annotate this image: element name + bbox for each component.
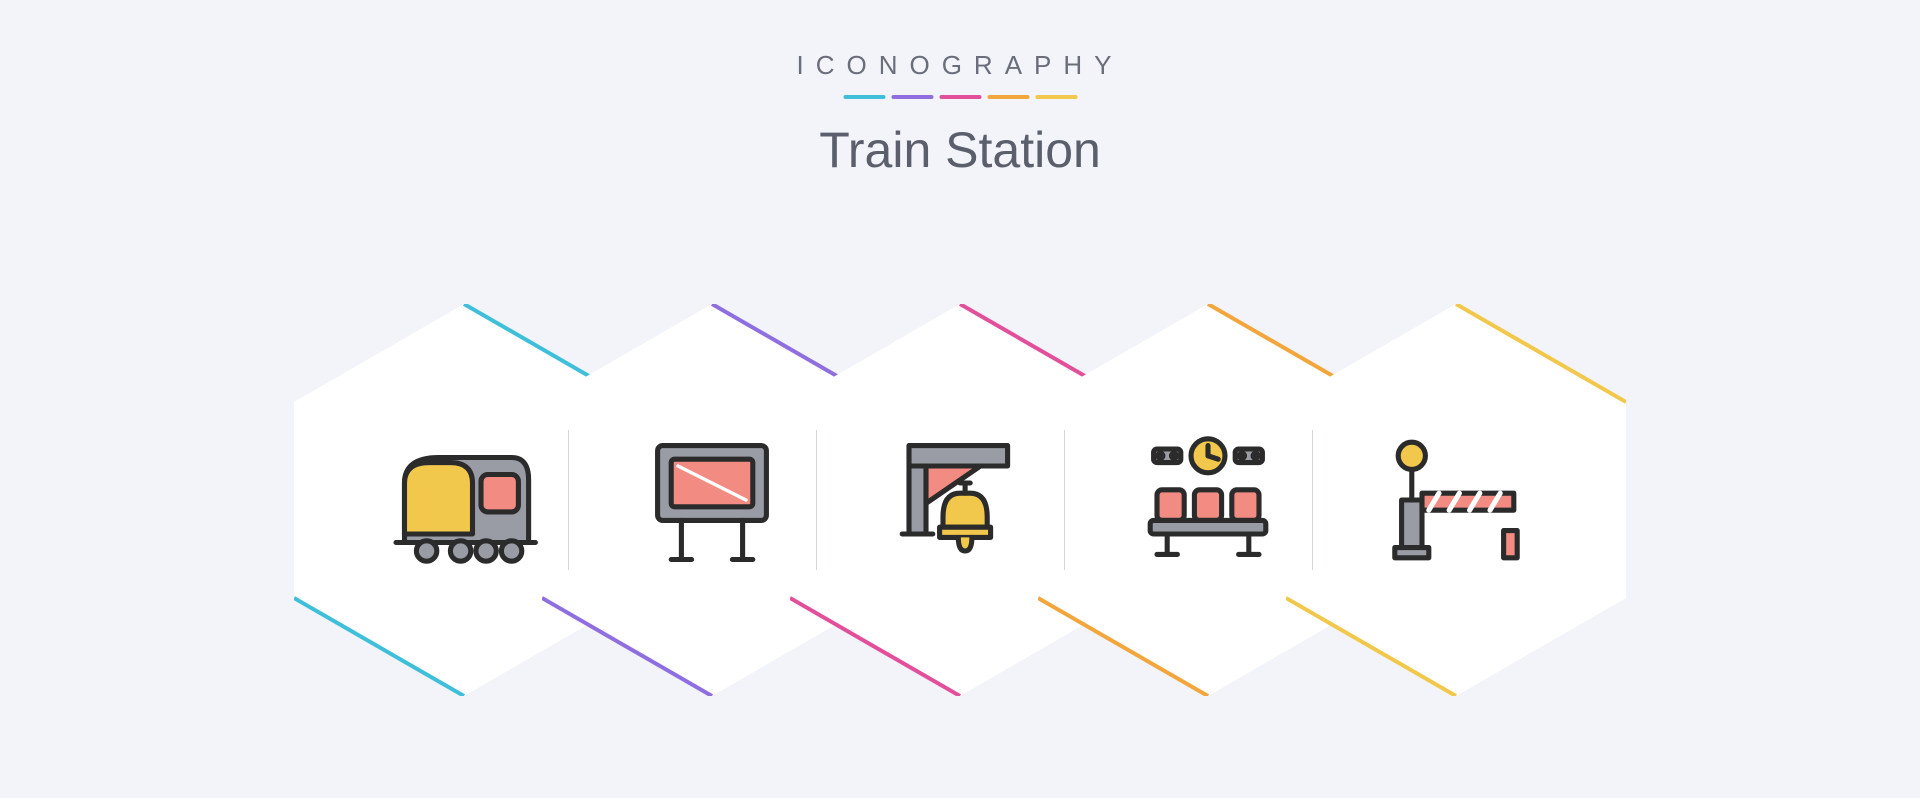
header: ICONOGRAPHY Train Station	[796, 50, 1123, 179]
underline-seg	[987, 95, 1029, 99]
underline-seg	[843, 95, 885, 99]
underline-seg	[1035, 95, 1077, 99]
hex-barrier	[1286, 304, 1626, 696]
brand-underline	[796, 95, 1123, 99]
brand-label: ICONOGRAPHY	[796, 50, 1123, 81]
underline-seg	[891, 95, 933, 99]
hex-row	[340, 304, 1580, 696]
underline-seg	[939, 95, 981, 99]
page-title: Train Station	[796, 121, 1123, 179]
barrier-icon	[1286, 304, 1626, 696]
